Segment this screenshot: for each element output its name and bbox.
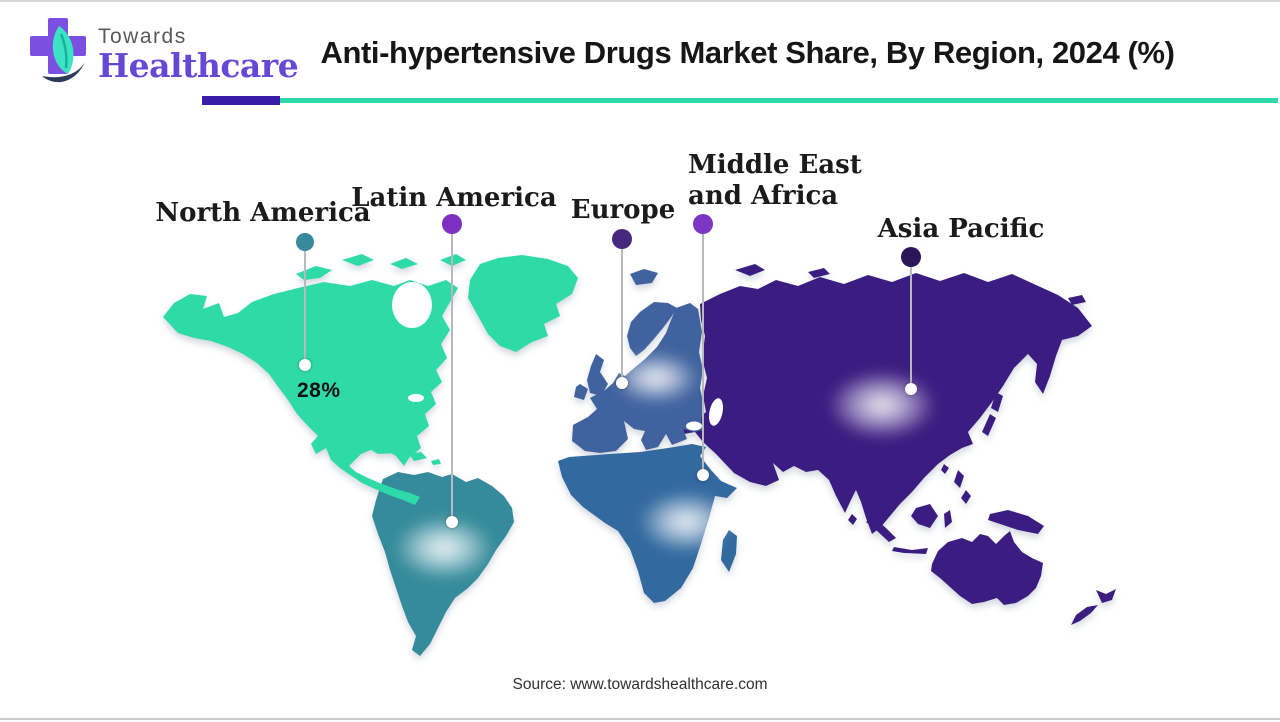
region-label-line1: Middle East: [688, 150, 862, 180]
region-label-north-america: North America: [155, 198, 371, 228]
value-label-north-america: 28%: [297, 379, 341, 402]
glow-africa: [638, 491, 734, 553]
anchor-asia-pacific: [905, 383, 917, 395]
connector-europe: [621, 249, 623, 383]
anchor-middle-east-africa: [697, 469, 709, 481]
region-label-line2: and Africa: [688, 181, 839, 211]
connector-middle-east-africa: [702, 234, 704, 475]
region-label-middle-east-africa: Middle East and Africa: [688, 150, 862, 212]
marker-middle-east-africa: [693, 214, 713, 234]
glow-latin-america: [394, 516, 494, 580]
region-asia-pacific: [673, 264, 1116, 625]
marker-asia-pacific: [901, 247, 921, 267]
source-text: Source: www.towardshealthcare.com: [512, 676, 768, 693]
marker-europe: [612, 229, 632, 249]
sea-cutouts: [392, 282, 723, 431]
region-label-europe: Europe: [570, 195, 676, 225]
marker-latin-america: [442, 214, 462, 234]
brand-towards: Towards: [98, 25, 187, 48]
connector-north-america: [304, 251, 306, 365]
chart-title: Anti-hypertensive Drugs Market Share, By…: [320, 35, 1175, 70]
anchor-latin-america: [446, 516, 458, 528]
region-north-america: [163, 254, 578, 505]
glow-asia: [827, 370, 937, 440]
glow-europe: [613, 352, 699, 404]
region-label-latin-america: Latin America: [351, 183, 557, 213]
marker-north-america: [296, 233, 314, 251]
region-label-asia-pacific: Asia Pacific: [877, 214, 1045, 244]
logo-cross-leaf-icon: [30, 18, 86, 83]
accent-line: [280, 98, 1278, 103]
brand-healthcare: Healthcare: [98, 46, 299, 85]
anchor-north-america: [299, 359, 311, 371]
brand-logo: Towards Healthcare: [28, 14, 299, 92]
accent-bar: [202, 96, 280, 105]
connector-latin-america: [451, 234, 453, 522]
anchor-europe: [616, 377, 628, 389]
connector-asia-pacific: [910, 267, 912, 389]
